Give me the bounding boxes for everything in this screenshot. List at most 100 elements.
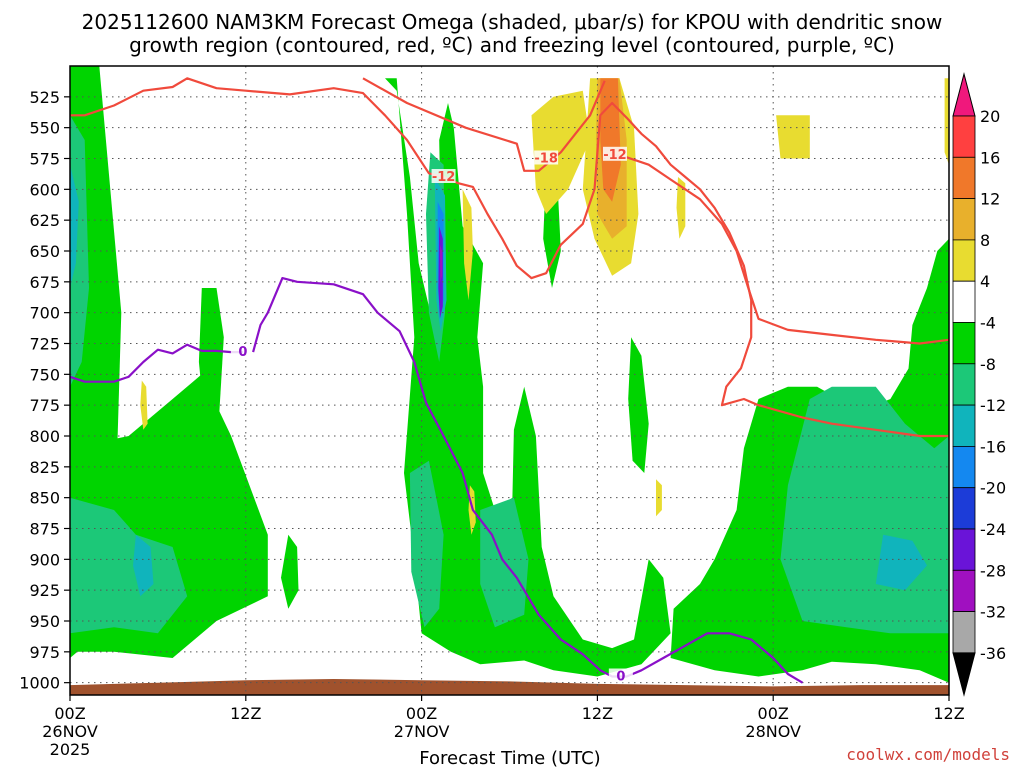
y-tick-label-975: 975	[29, 643, 60, 662]
grid-lines	[70, 66, 949, 695]
omega-region-cyan-lowleft	[133, 534, 154, 597]
x-tick-year-0: 2025	[50, 740, 91, 759]
chart-title-line1: 2025112600 NAM3KM Forecast Omega (shaded…	[82, 10, 943, 34]
dgz-contour-0	[70, 77, 949, 438]
y-tick-label-925: 925	[29, 581, 60, 600]
x-axis-label: Forecast Time (UTC)	[419, 748, 600, 768]
omega-region-yellow-upper-right	[776, 115, 810, 159]
colorbar-label-8: 8	[980, 231, 990, 250]
y-tick-label-875: 875	[29, 520, 60, 539]
colorbar-bin--36	[952, 611, 976, 654]
omega-region-yellow-right-edge	[944, 78, 949, 165]
contour-lines: -12 -18 -12 0 0	[70, 77, 949, 685]
y-tick-label-900: 900	[29, 550, 60, 569]
omega-region-teal-left-edge	[70, 115, 89, 387]
y-axis-ticks: 525 550 575 600 625 650 675 700 725 750 775 800 825 8…	[19, 88, 70, 693]
omega-region-cyan-right	[875, 534, 927, 591]
colorbar-bin--12	[952, 363, 976, 406]
y-tick-label-850: 850	[29, 489, 60, 508]
colorbar-cap-bottom	[952, 652, 976, 697]
credit-text: coolwx.com/models	[846, 745, 1010, 764]
x-tick-label-24: 00Z	[406, 704, 437, 723]
y-tick-label-550: 550	[29, 119, 60, 138]
colorbar-bin--20	[952, 445, 976, 489]
y-tick-label-750: 750	[29, 365, 60, 384]
colorbar-bin--24	[952, 487, 976, 530]
freezing-contour-label-bg-0	[230, 344, 255, 359]
colorbar-cap-top	[952, 72, 976, 117]
dgz-contour-label-1: -18	[534, 152, 558, 167]
x-tick-date-24: 27NOV	[394, 722, 450, 741]
colorbar-label--28: -28	[980, 561, 1006, 580]
freezing-contour-1	[252, 277, 804, 684]
dgz-contour-2	[611, 153, 949, 345]
colorbar-label--16: -16	[980, 437, 1006, 456]
omega-region-yellow-26	[462, 189, 473, 301]
x-tick-date-0: 26NOV	[42, 722, 98, 741]
colorbar-bin-8	[952, 198, 976, 241]
y-tick-label-600: 600	[29, 180, 60, 199]
colorbar-label-16: 16	[980, 148, 1000, 167]
colorbar-label-12: 12	[980, 190, 1000, 209]
x-tick-date-48: 28NOV	[745, 722, 801, 741]
x-tick-label-0: 00Z	[54, 704, 85, 723]
colorbar-bin-4	[952, 239, 976, 282]
y-tick-label-950: 950	[29, 612, 60, 631]
colorbar-label--20: -20	[980, 479, 1006, 498]
omega-region-green-column-9	[198, 288, 224, 424]
x-tick-label-60: 12Z	[933, 704, 964, 723]
y-tick-label-775: 775	[29, 396, 60, 415]
y-tick-label-575: 575	[29, 150, 60, 169]
dgz-contour-label-0: -12	[432, 170, 456, 185]
omega-region-teal-lower-column	[409, 460, 444, 628]
x-tick-label-12: 12Z	[230, 704, 261, 723]
colorbar-bin-12	[952, 156, 976, 200]
y-tick-label-1000: 1000	[19, 674, 60, 693]
y-tick-label-825: 825	[29, 458, 60, 477]
dgz-contour-label-bg-2	[602, 146, 627, 161]
colorbar-bin--28	[952, 528, 976, 571]
colorbar-bin--8	[952, 322, 976, 365]
y-tick-label-800: 800	[29, 427, 60, 446]
omega-shading	[70, 66, 949, 683]
colorbar-label--4: -4	[980, 314, 996, 333]
dgz-contour-1	[362, 77, 606, 172]
y-tick-label-725: 725	[29, 335, 60, 354]
plot-frame	[69, 65, 950, 696]
dgz-contour-label-bg-1	[534, 150, 559, 165]
omega-region-teal-lowleft	[70, 497, 188, 634]
omega-region-green-main-column	[385, 78, 671, 677]
y-tick-label-625: 625	[29, 211, 60, 230]
colorbar-bin--32	[952, 569, 976, 612]
dgz-contour-label-2: -12	[603, 148, 627, 163]
colorbar-label-20: 20	[980, 107, 1000, 126]
y-tick-label-700: 700	[29, 304, 60, 323]
y-tick-label-675: 675	[29, 273, 60, 292]
y-tick-label-650: 650	[29, 242, 60, 261]
colorbar-label--32: -32	[980, 603, 1006, 622]
colorbar-label--8: -8	[980, 355, 996, 374]
colorbar-label--12: -12	[980, 396, 1006, 415]
colorbar-label--24: -24	[980, 520, 1006, 539]
omega-region-green-col-38	[628, 337, 649, 473]
x-tick-label-36: 12Z	[582, 704, 613, 723]
x-tick-label-48: 00Z	[758, 704, 789, 723]
freezing-contour-label-bg-1	[608, 668, 633, 683]
colorbar-bin--16	[952, 404, 976, 447]
dgz-contour-label-bg-0	[431, 169, 456, 183]
omega-region-green-small-15	[281, 534, 299, 609]
freezing-contour-0	[70, 343, 243, 383]
omega-region-green-upper-right	[908, 238, 949, 399]
omega-region-magenta-core	[439, 244, 443, 282]
omega-region-yellow-4	[140, 380, 148, 430]
colorbar-bin-16	[952, 115, 976, 158]
colorbar-label-4: 4	[980, 272, 990, 291]
omega-region-cyan-left-edge	[70, 164, 79, 288]
ground-surface	[70, 679, 949, 695]
omega-region-yellow-41	[676, 177, 686, 239]
colorbar-label--36: -36	[980, 644, 1006, 663]
y-tick-label-525: 525	[29, 88, 60, 107]
freezing-contour-label-1: 0	[616, 670, 625, 685]
